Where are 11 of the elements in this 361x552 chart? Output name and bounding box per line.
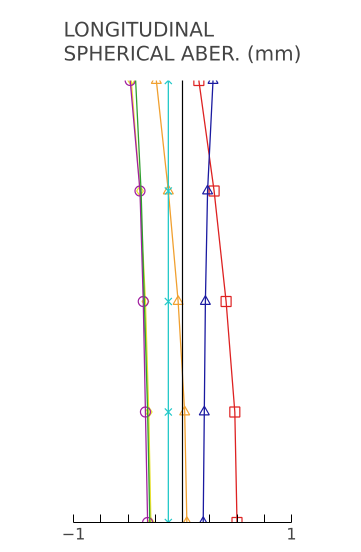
point bbox=[200, 295, 211, 305]
point bbox=[198, 406, 210, 416]
chart-title: LONGITUDINAL SPHERICAL ABER. (mm) bbox=[64, 18, 302, 66]
point bbox=[172, 295, 184, 305]
x-tick-label: 1 bbox=[286, 524, 297, 544]
point bbox=[138, 296, 149, 308]
point bbox=[220, 296, 232, 308]
point bbox=[208, 185, 220, 197]
point bbox=[164, 297, 172, 306]
x-tick-label: −1 bbox=[62, 524, 86, 544]
point bbox=[179, 406, 190, 416]
